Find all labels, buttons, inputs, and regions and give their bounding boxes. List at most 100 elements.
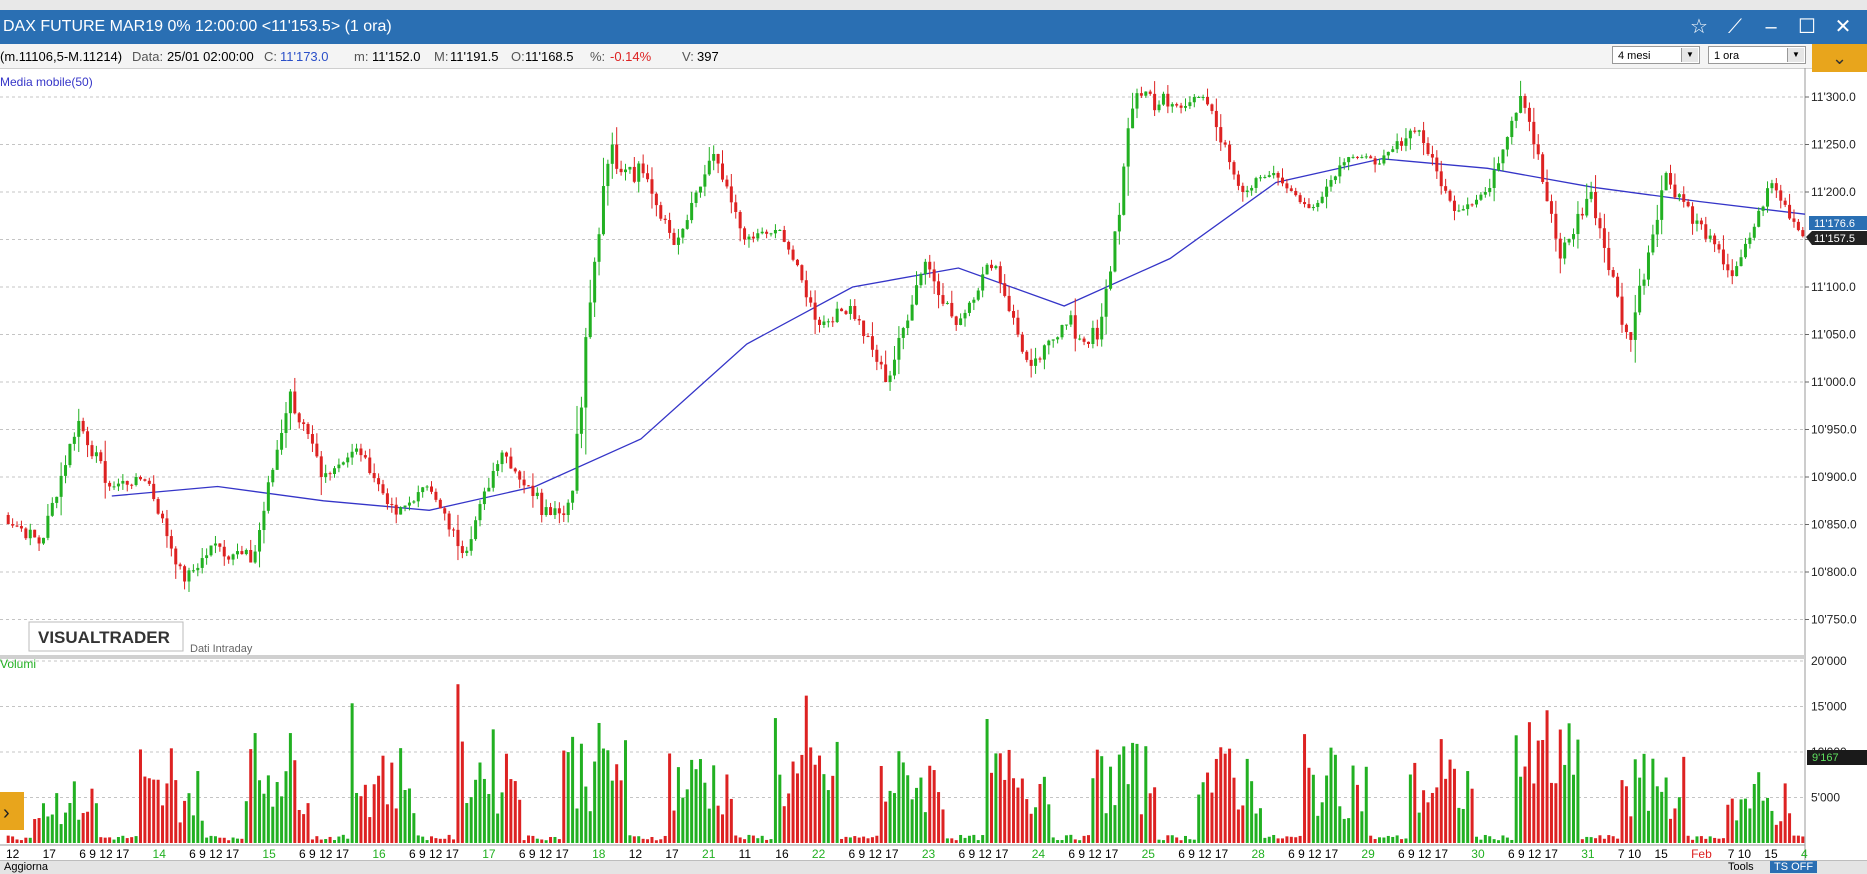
volume-bar bbox=[1051, 837, 1055, 843]
candle-down bbox=[1713, 235, 1717, 245]
volume-bar bbox=[1430, 792, 1434, 843]
candle-down bbox=[1139, 93, 1143, 96]
candle-down bbox=[1532, 121, 1536, 145]
volume-bar bbox=[288, 733, 292, 843]
volume-bar bbox=[1144, 746, 1148, 843]
volume-bar bbox=[253, 733, 257, 843]
interval-select[interactable]: 1 ora ▼ bbox=[1708, 46, 1806, 64]
volume-bar bbox=[1594, 838, 1598, 843]
volume-bar bbox=[513, 781, 517, 843]
volume-bar bbox=[355, 792, 359, 843]
volume-bar bbox=[1422, 790, 1426, 843]
candle-up bbox=[1488, 187, 1492, 192]
candle-down bbox=[24, 528, 28, 539]
volume-bar bbox=[818, 755, 822, 843]
volume-bar bbox=[37, 818, 41, 843]
tools-button[interactable]: Tools bbox=[1728, 861, 1754, 873]
close-icon[interactable]: ✕ bbox=[1834, 16, 1852, 38]
candle-up bbox=[897, 337, 901, 360]
candle-down bbox=[1616, 276, 1620, 297]
candle-down bbox=[813, 302, 817, 320]
candle-down bbox=[147, 480, 151, 484]
candle-down bbox=[1691, 206, 1695, 224]
y-tick-label: 10'800.0 bbox=[1811, 565, 1857, 579]
candle-up bbox=[575, 433, 579, 491]
collapse-chevron-button[interactable]: ⌄ bbox=[1812, 44, 1867, 72]
candle-down bbox=[1444, 186, 1448, 191]
volume-bar bbox=[1660, 791, 1664, 843]
candle-up bbox=[1589, 192, 1593, 199]
volume-bar bbox=[743, 839, 747, 843]
volume-bar bbox=[496, 813, 500, 843]
candle-down bbox=[1792, 218, 1796, 222]
y-tick-label: 11'050.0 bbox=[1811, 328, 1856, 342]
volume-bar bbox=[959, 834, 963, 843]
volume-bar bbox=[1117, 754, 1121, 843]
volume-bar bbox=[923, 812, 927, 843]
volume-bar bbox=[862, 836, 866, 843]
volume-bar bbox=[447, 834, 451, 843]
candle-down bbox=[853, 306, 857, 320]
volume-bar bbox=[1289, 836, 1293, 843]
candle-down bbox=[1179, 105, 1183, 108]
chart-area: 10'750.0 10'800.0 10'850.0 10'900.0 10'950.0… bbox=[0, 68, 1867, 860]
period-select[interactable]: 4 mesi ▼ bbox=[1612, 46, 1700, 64]
candle-up bbox=[191, 570, 195, 572]
volume-bar bbox=[575, 808, 579, 843]
candle-down bbox=[249, 549, 253, 563]
volume-bar bbox=[403, 790, 407, 843]
volume-bar bbox=[756, 838, 760, 843]
x-tick-label: 17 bbox=[1545, 847, 1559, 860]
volume-bar bbox=[1034, 807, 1038, 843]
x-tick-label: 17 bbox=[1435, 847, 1449, 860]
candle-down bbox=[90, 445, 94, 457]
volume-bar bbox=[1325, 775, 1329, 843]
refresh-button[interactable]: Aggiorna bbox=[4, 861, 49, 873]
candle-up bbox=[1091, 327, 1095, 344]
candle-up bbox=[474, 520, 478, 540]
volume-bar bbox=[350, 703, 354, 843]
candle-up bbox=[1739, 257, 1743, 267]
volume-bar bbox=[950, 838, 954, 843]
maximize-icon[interactable]: ☐ bbox=[1798, 16, 1816, 38]
volume-bar bbox=[332, 840, 336, 843]
candle-down bbox=[310, 434, 314, 444]
candle-down bbox=[130, 484, 134, 486]
volume-bar bbox=[540, 839, 544, 843]
star-icon[interactable]: ☆ bbox=[1690, 16, 1708, 38]
volume-bar bbox=[632, 836, 636, 843]
volume-bar bbox=[421, 836, 425, 843]
candle-down bbox=[857, 319, 861, 321]
date-value: 25/01 02:00:00 bbox=[167, 49, 254, 64]
candle-up bbox=[1060, 325, 1064, 338]
candle-up bbox=[1064, 324, 1068, 326]
candle-up bbox=[1567, 238, 1571, 243]
ohlc-info-bar: (m.11106,5-M.11214) Data: 25/01 02:00:00… bbox=[0, 44, 1867, 69]
y-tick-label: 11'200.0 bbox=[1811, 185, 1856, 199]
candle-down bbox=[1558, 238, 1562, 259]
volume-bar bbox=[416, 835, 420, 843]
volume-bar bbox=[1536, 740, 1540, 843]
x-tick-label: 17 bbox=[555, 847, 569, 860]
volume-bar bbox=[879, 766, 883, 843]
minimize-icon[interactable]: – bbox=[1765, 16, 1777, 38]
volume-bar bbox=[231, 837, 235, 843]
ts-toggle[interactable]: TS OFF bbox=[1770, 861, 1818, 873]
scroll-right-button[interactable]: › bbox=[0, 792, 24, 830]
volume-bar bbox=[1589, 837, 1593, 843]
volume-bar bbox=[1558, 729, 1562, 843]
volume-bar bbox=[1003, 779, 1007, 843]
candle-up bbox=[1360, 157, 1364, 159]
candle-up bbox=[1695, 220, 1699, 224]
candle-up bbox=[1342, 162, 1346, 166]
volume-bar bbox=[1276, 838, 1280, 843]
volume-bar bbox=[1743, 798, 1747, 843]
volume-bar bbox=[41, 803, 45, 843]
volume-bar bbox=[1633, 759, 1637, 843]
x-tick-label: 17 bbox=[885, 847, 899, 860]
candle-up bbox=[1034, 358, 1038, 366]
volume-bar bbox=[125, 838, 129, 843]
candle-down bbox=[138, 477, 142, 480]
pin-icon[interactable]: ⟋ bbox=[1728, 16, 1742, 38]
candle-down bbox=[1206, 97, 1210, 105]
